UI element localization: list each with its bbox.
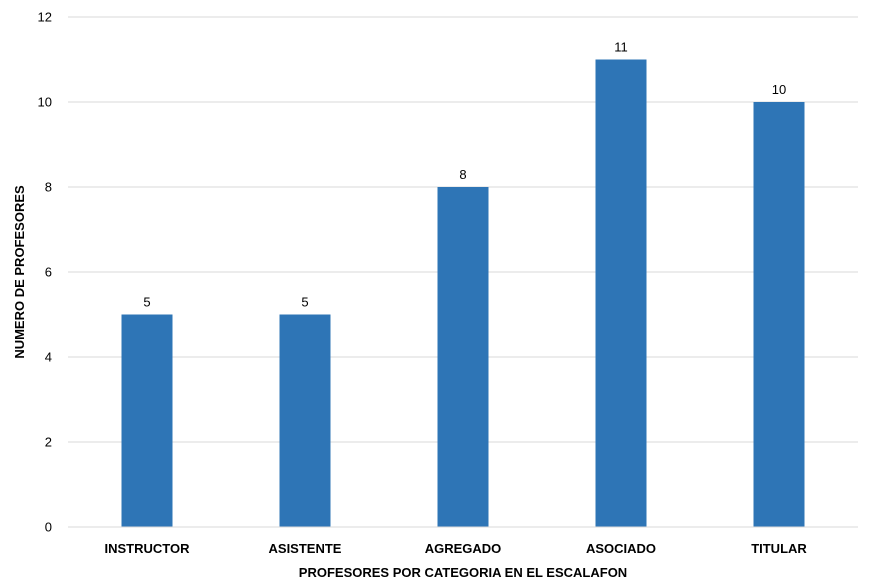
x-axis-title: PROFESORES POR CATEGORIA EN EL ESCALAFON bbox=[299, 565, 627, 580]
data-label: 5 bbox=[143, 295, 150, 310]
bar bbox=[279, 314, 331, 527]
data-labels: 5 5 8 11 10 bbox=[143, 40, 786, 310]
y-tick-label: 0 bbox=[45, 520, 52, 535]
y-tick-label: 10 bbox=[38, 95, 52, 110]
bar bbox=[121, 314, 173, 527]
x-tick-label: ASISTENTE bbox=[269, 541, 342, 556]
x-tick-label: AGREGADO bbox=[425, 541, 502, 556]
y-axis-ticks: 0 2 4 6 8 10 12 bbox=[38, 10, 52, 535]
y-tick-label: 6 bbox=[45, 265, 52, 280]
bar bbox=[437, 187, 489, 527]
data-label: 8 bbox=[459, 167, 466, 182]
x-tick-label: ASOCIADO bbox=[586, 541, 656, 556]
y-tick-label: 12 bbox=[38, 10, 52, 25]
bar bbox=[595, 59, 647, 527]
bar bbox=[753, 102, 805, 527]
x-tick-label: TITULAR bbox=[751, 541, 807, 556]
y-tick-label: 8 bbox=[45, 180, 52, 195]
y-tick-label: 2 bbox=[45, 435, 52, 450]
data-label: 10 bbox=[772, 82, 786, 97]
x-tick-label: INSTRUCTOR bbox=[105, 541, 191, 556]
data-label: 11 bbox=[614, 40, 628, 55]
bars bbox=[121, 59, 805, 527]
y-axis-title: NUMERO DE PROFESORES bbox=[12, 185, 27, 359]
x-axis-categories: INSTRUCTOR ASISTENTE AGREGADO ASOCIADO TITUL… bbox=[105, 541, 808, 556]
data-label: 5 bbox=[301, 295, 308, 310]
y-tick-label: 4 bbox=[45, 350, 52, 365]
